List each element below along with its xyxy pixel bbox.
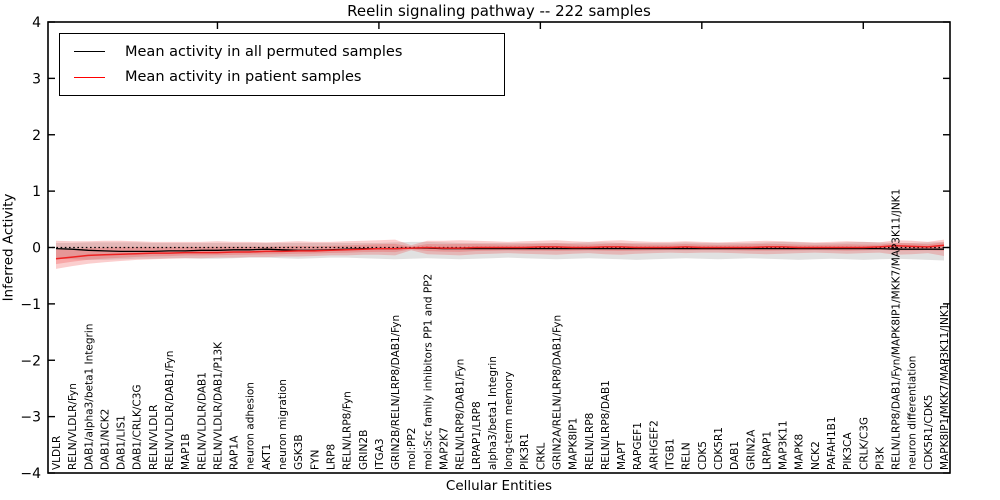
x-tick-label: mol:Src family inhibitors PP1 and PP2 <box>422 274 434 470</box>
x-tick-label: neuron differentiation <box>907 356 919 470</box>
y-tick-label: 0 <box>32 241 41 257</box>
x-tick-label: RELN/LRP8/Fyn <box>342 391 354 470</box>
x-tick-label: MAP1B <box>180 434 192 470</box>
x-tick-label: long-term memory <box>503 371 515 470</box>
permuted-mean-line <box>55 247 944 253</box>
x-tick-label: DAB1/NCK2 <box>99 409 111 470</box>
x-tick-label: DAB1/alpha3/beta1 Integrin <box>83 324 95 470</box>
x-tick-label: CDK5 <box>697 441 709 470</box>
x-tick-label: LRP8 <box>326 444 338 470</box>
legend-item-permuted: Mean activity in all permuted samples <box>60 44 504 60</box>
x-tick-label: RAP1A <box>229 435 241 470</box>
y-tick-label: 4 <box>32 15 41 31</box>
x-tick-label: GRIN2A <box>745 429 757 470</box>
x-tick-label: GRIN2B/RELN/LRP8/DAB1/Fyn <box>390 315 402 470</box>
legend-item-patient: Mean activity in patient samples <box>60 69 504 85</box>
patient-mean-line <box>55 244 945 260</box>
y-tick-label: −3 <box>20 410 41 426</box>
x-tick-label: alpha3/beta1 Integrin <box>487 356 499 470</box>
x-tick-label: DAB1 <box>729 441 741 470</box>
y-tick-label: −1 <box>20 297 41 313</box>
x-tick-label: LRPAP1 <box>761 431 773 470</box>
y-tick-label: 1 <box>32 184 41 200</box>
x-tick-label: GSK3B <box>293 434 305 470</box>
permuted-range-band <box>56 241 944 261</box>
x-tick-label: DAB1/CRLK/C3G <box>132 384 144 470</box>
x-tick-label: neuron migration <box>277 379 289 470</box>
x-tick-label: neuron adhesion <box>245 382 257 470</box>
x-tick-label: RELN/LRP8/DAB1/Fyn <box>455 359 467 470</box>
x-tick-label: MAP3K11 <box>778 420 790 470</box>
x-tick-label: ITGA3 <box>374 438 386 470</box>
x-tick-label: RELN/VLDLR/DAB1 <box>196 372 208 470</box>
legend-label-permuted: Mean activity in all permuted samples <box>125 43 403 60</box>
x-tick-label: LRPAP1/LRP8 <box>471 401 483 470</box>
x-tick-label: MAPK8IP1/MKK7/MAP3K11/JNK1 <box>939 304 951 470</box>
legend-label-patient: Mean activity in patient samples <box>125 69 362 86</box>
x-tick-label: CRKL <box>535 442 547 470</box>
x-tick-label: MAPT <box>616 440 628 470</box>
x-tick-label: mol:PP2 <box>406 428 418 470</box>
x-tick-label: PAFAH1B1 <box>826 416 838 470</box>
x-tick-label: RELN/VLDLR/DAB1/P13K <box>213 341 225 470</box>
x-tick-label: FYN <box>309 450 321 470</box>
x-tick-label: RELN/VLDLR/DAB1/Fyn <box>164 351 176 470</box>
chart-title: Reelin signaling pathway -- 222 samples <box>347 2 651 20</box>
y-tick-label: −4 <box>20 466 41 482</box>
x-tick-label: GRIN2B <box>358 430 370 470</box>
x-tick-label: CRLK/C3G <box>858 417 870 470</box>
x-tick-label: GRIN2A/RELN/LRP8/DAB1/Fyn <box>552 315 564 470</box>
black-line-swatch-icon <box>74 51 105 53</box>
x-tick-label: NCK2 <box>810 441 822 470</box>
x-tick-label: RELN/VLDLR/Fyn <box>67 383 79 470</box>
x-tick-label: RELN/VLDLR <box>148 405 160 470</box>
x-tick-label: PI3K <box>874 446 886 470</box>
y-tick-label: 2 <box>32 128 41 144</box>
x-tick-label: AKT1 <box>261 444 273 470</box>
x-tick-label: RAPGEF1 <box>632 422 644 470</box>
x-tick-label: RELN/LRP8/DAB1 <box>600 380 612 470</box>
x-tick-label: PIK3R1 <box>519 433 531 470</box>
x-tick-label: ARHGEF2 <box>648 420 660 470</box>
x-tick-label: RELN/LRP8 <box>584 413 596 470</box>
x-tick-label: RELN/LRP8/DAB1/Fyn/MAPK8IP1/MKK7/MAP3K11… <box>891 189 903 470</box>
x-tick-label: CDK5R1 <box>713 427 725 470</box>
x-tick-label: DAB1/LIS1 <box>116 415 128 470</box>
x-tick-label: MAPK8IP1 <box>568 418 580 470</box>
y-tick-label: −2 <box>20 353 41 369</box>
x-tick-label: VLDLR <box>51 436 63 470</box>
x-tick-label: RELN <box>681 442 693 470</box>
x-tick-label: MAPK8 <box>794 434 806 470</box>
legend: Mean activity in all permuted samples Me… <box>59 33 505 96</box>
x-tick-label: MAP2K7 <box>439 427 451 470</box>
x-tick-label: ITGB1 <box>665 438 677 470</box>
x-tick-label: PIK3CA <box>842 432 854 470</box>
x-axis-title: Cellular Entities <box>445 478 553 494</box>
red-line-swatch-icon <box>74 76 105 78</box>
y-axis-title: Inferred Activity <box>0 193 17 302</box>
y-tick-label: 3 <box>32 71 41 87</box>
x-tick-label: CDK5R1/CDK5 <box>923 395 935 470</box>
